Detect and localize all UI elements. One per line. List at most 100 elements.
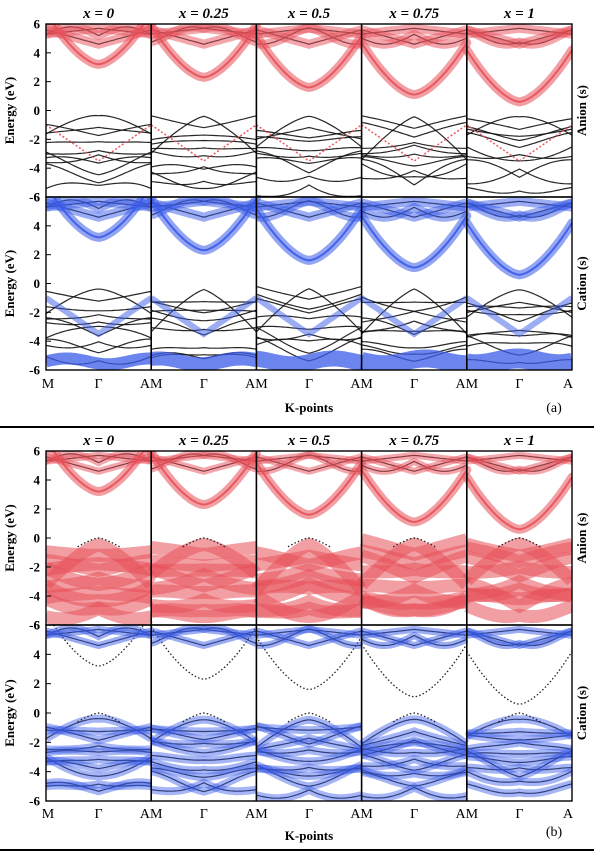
k-label-gamma: Γ (200, 377, 208, 392)
band-line (361, 163, 468, 178)
band-plot-0-1 (46, 197, 572, 370)
band-line (466, 731, 572, 734)
y-tick-label: 0 (34, 276, 41, 291)
projected-upper-band (255, 451, 363, 475)
projected-upper-band (465, 627, 572, 650)
y-axis-label: Energy (eV) (2, 250, 17, 318)
column-title: x = 1 (503, 6, 535, 22)
band-line (255, 288, 363, 333)
projected-valence-band (358, 591, 471, 618)
y-tick-label: -2 (29, 132, 40, 147)
projected-conduction-band-core (360, 215, 468, 269)
projected-valence-band (150, 124, 257, 162)
projected-valence-band (46, 295, 153, 338)
projected-upper-band (360, 457, 469, 475)
projected-upper-band (359, 202, 469, 222)
band-line (46, 288, 152, 315)
band-line (466, 186, 572, 194)
projected-valence-band (466, 727, 572, 738)
projected-valence-band (46, 124, 152, 162)
projected-valence-band (360, 782, 468, 801)
band-line (361, 747, 467, 754)
y-tick-label: 0 (34, 103, 41, 118)
band-line (361, 341, 467, 349)
k-label-gamma: Γ (200, 807, 208, 822)
x-axis-label: K-points (285, 400, 333, 415)
projected-valence-band (150, 541, 258, 562)
band-line (256, 767, 362, 777)
projected-upper-band (255, 24, 363, 49)
column-title: x = 0.75 (388, 433, 439, 449)
projected-upper-band (46, 451, 153, 467)
valence-band-maximum (77, 712, 120, 723)
band-line (46, 149, 152, 155)
band-line (46, 126, 152, 134)
valence-band-maximum (287, 712, 331, 723)
band-line (256, 147, 362, 152)
band-line (361, 786, 467, 799)
band-line (256, 719, 362, 748)
projected-upper-band (255, 625, 363, 649)
projected-valence-band (46, 601, 153, 625)
projected-valence-band (46, 726, 152, 736)
band-line (466, 770, 572, 783)
projected-valence-band (464, 767, 572, 787)
column-title: x = 0.75 (388, 6, 439, 22)
k-label-M: M (42, 377, 55, 392)
band-line (466, 118, 572, 131)
projected-valence-band (466, 752, 572, 767)
panel-a: x = 0 x = 0.25 x = 0.5 x = 0.75 x = 1 6 4 2 0 -2 -… (2, 6, 589, 416)
projected-valence-band (255, 124, 363, 162)
k-label-AM: AM (245, 377, 268, 392)
projected-upper-band (360, 198, 468, 222)
k-label-AM: AM (350, 377, 373, 392)
band-line (151, 180, 257, 186)
band-line (46, 729, 152, 733)
projected-conduction-band-core (255, 34, 363, 89)
projected-valence-band (150, 604, 257, 624)
y-axis-label: Energy (eV) (2, 77, 17, 145)
valence-band-maximum (77, 537, 120, 548)
projected-upper-band (465, 198, 572, 222)
valence-band-maximum (287, 537, 331, 548)
projected-valence-band (150, 757, 258, 775)
band-line (46, 760, 152, 770)
projected-valence-band (148, 715, 259, 746)
projected-valence-band (150, 737, 258, 749)
band-line (466, 168, 572, 185)
projected-conduction-band-core (255, 462, 363, 516)
conduction-band (255, 636, 363, 691)
projected-valence-band (46, 553, 153, 577)
conduction-band (466, 651, 572, 705)
band-line (46, 321, 152, 326)
projected-upper-band (46, 25, 153, 49)
band-line (361, 115, 467, 129)
projected-upper-band (465, 25, 572, 49)
y-tick-label: -6 (29, 794, 40, 809)
projected-valence-band (46, 562, 155, 591)
projected-conduction-band-core (150, 451, 258, 506)
conduction-band (150, 626, 257, 680)
projected-valence-band (46, 746, 152, 757)
band-line (151, 740, 257, 745)
projected-valence-band (465, 295, 572, 338)
band-line (466, 752, 572, 755)
y-tick-label: 6 (34, 444, 41, 459)
band-line (256, 726, 362, 731)
band-line (256, 315, 362, 320)
k-label-gamma: Γ (95, 377, 103, 392)
band-line (361, 288, 468, 335)
y-tick-label: -6 (29, 190, 40, 205)
band-line (361, 718, 468, 745)
y-tick-label: 6 (34, 190, 41, 205)
k-label-AM: AM (140, 807, 163, 822)
band-line (46, 758, 152, 763)
band-line (150, 288, 257, 333)
projected-valence-band (466, 763, 572, 774)
band-line (361, 153, 467, 158)
y-tick-label: -4 (29, 161, 40, 176)
projected-valence-band (150, 767, 258, 796)
projected-valence-band (464, 599, 572, 624)
band-line (46, 154, 152, 164)
projected-upper-band (150, 198, 258, 222)
